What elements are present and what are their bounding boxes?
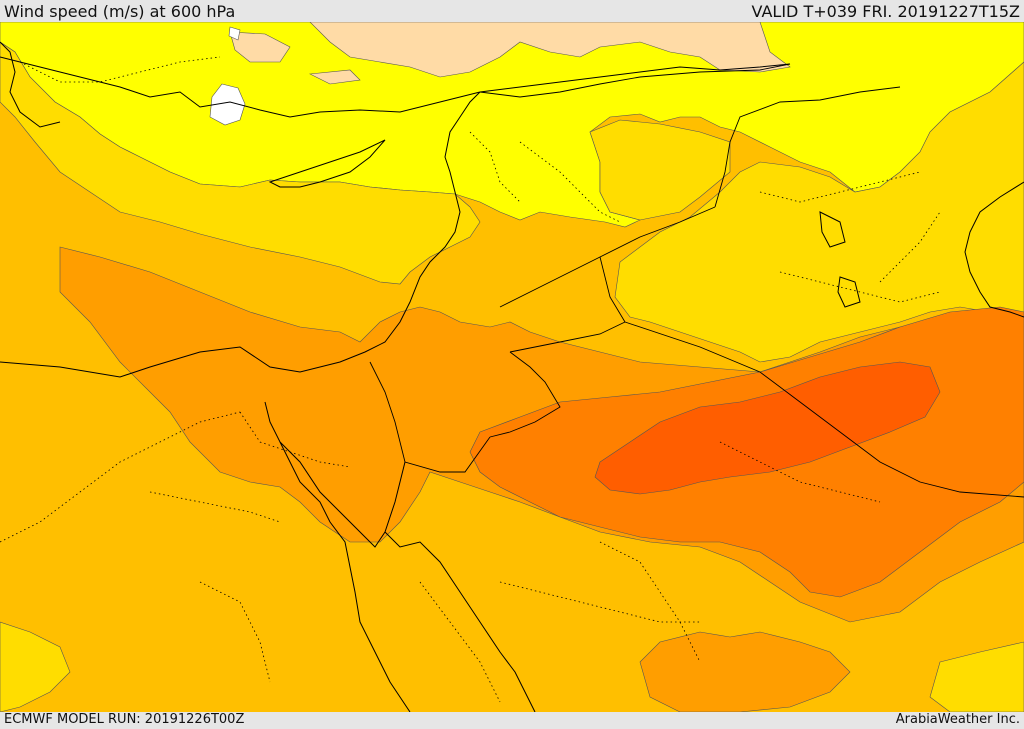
band-gold-central [589,119,731,221]
band-white-small [228,26,241,41]
band-gold-west [0,41,481,285]
borders [369,63,1024,498]
band-gold-se [929,641,1024,712]
band-white [209,83,246,126]
map-footer: ECMWF MODEL RUN: 20191226T00Z ArabiaWeat… [0,712,1024,729]
band-pale-3 [308,69,361,85]
band-red-orange [594,361,941,495]
admin-lines [0,56,941,703]
wind-speed-map [0,22,1024,712]
coastlines [0,41,1024,712]
band-pale-2 [229,31,291,63]
credit-label: ArabiaWeather Inc. [895,712,1020,727]
model-run-label: ECMWF MODEL RUN: 20191226T00Z [4,712,245,727]
map-title: Wind speed (m/s) at 600 hPa [4,2,236,21]
band-orange-south [639,631,851,712]
valid-time-label: VALID T+039 FRI. 20191227T15Z [751,2,1020,21]
band-pale-1 [309,22,791,78]
map-header: Wind speed (m/s) at 600 hPa VALID T+039 … [0,0,1024,22]
band-gold-south [0,621,71,712]
